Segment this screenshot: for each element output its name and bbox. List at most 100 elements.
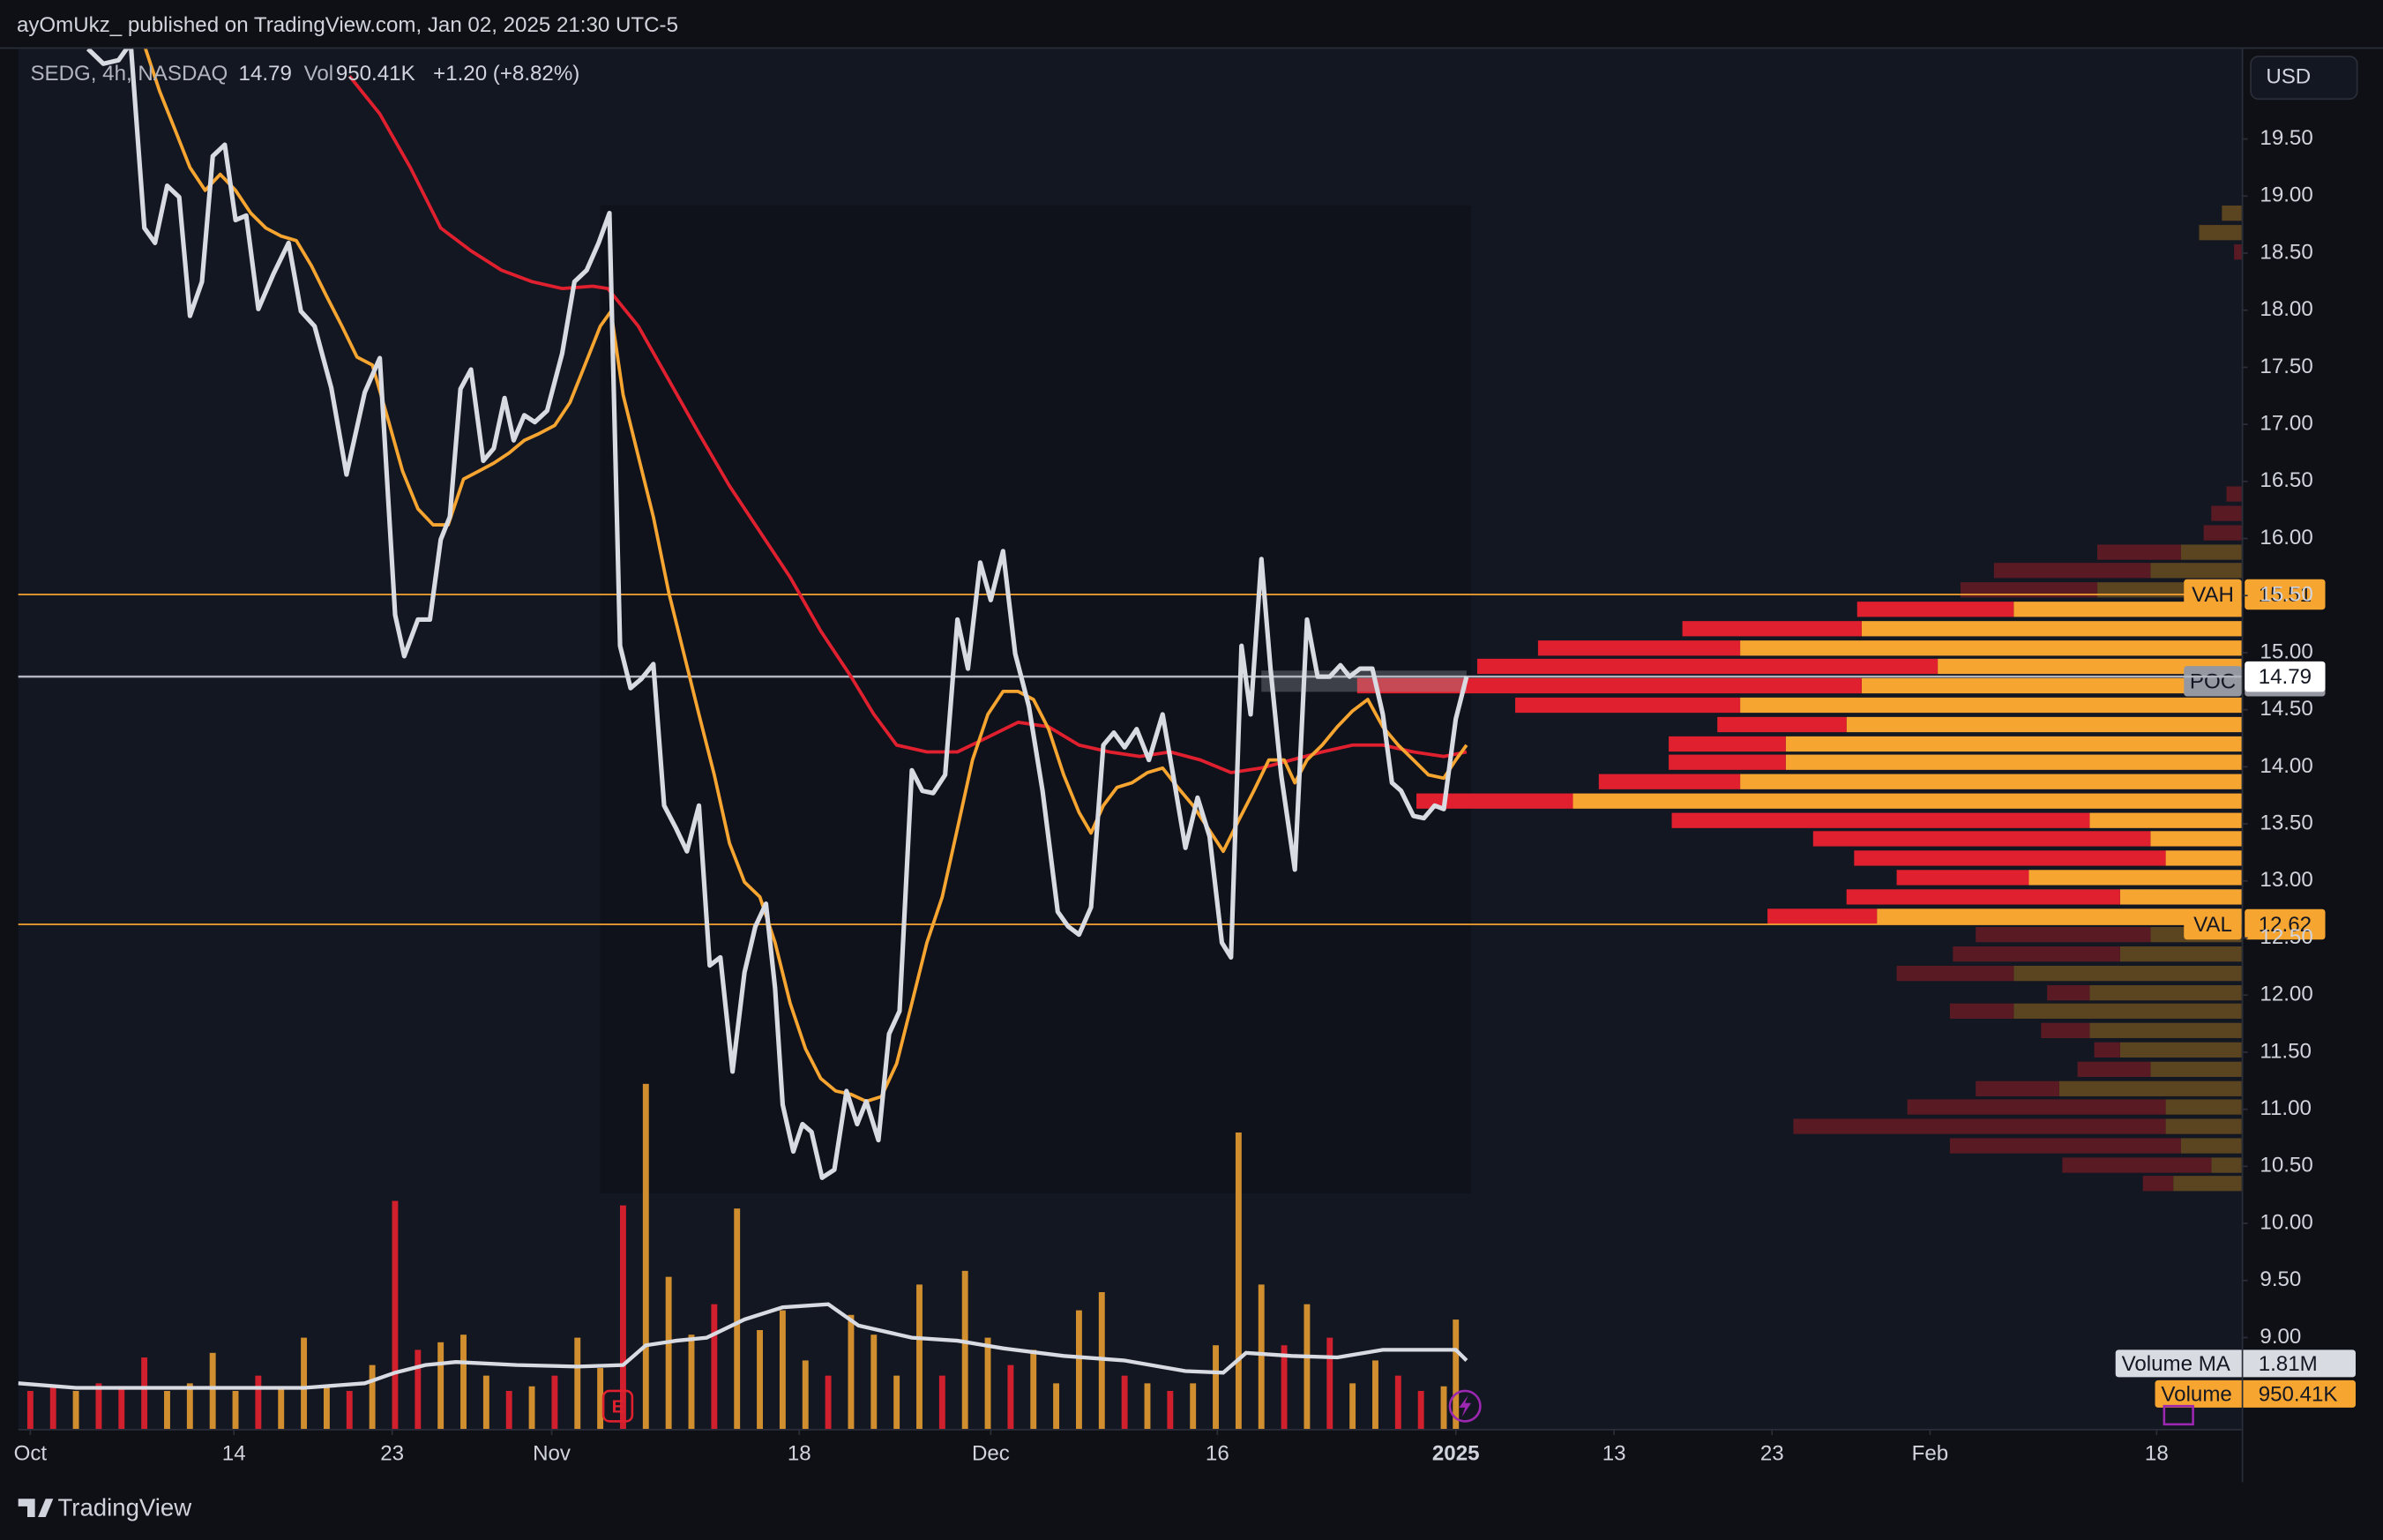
level-value: 12.62 (2259, 913, 2312, 937)
profile-up (2089, 1022, 2242, 1038)
profile-down (1671, 812, 2090, 828)
y-tick-label: 10.50 (2260, 1154, 2312, 1177)
profile-down (1993, 563, 2151, 579)
currency[interactable]: USD (2266, 64, 2311, 88)
volume-profile (1356, 206, 2242, 1192)
volume-pane (18, 1083, 1468, 1430)
profile-down (1598, 774, 1741, 789)
x-tick-label: Oct (14, 1442, 48, 1466)
volume-bar (1007, 1364, 1014, 1430)
dividend-icon (1448, 1389, 1482, 1423)
x-tick-label: 2025 (1432, 1442, 1480, 1466)
volume-bar (49, 1386, 56, 1430)
profile-down (1856, 602, 2014, 617)
profile-up (1846, 716, 2242, 733)
x-tick-label: Dec (972, 1442, 1010, 1466)
profile-down (1717, 716, 1847, 733)
y-tick-label: 16.50 (2260, 468, 2312, 492)
profile-down (1896, 870, 2029, 886)
currency-button[interactable] (2250, 56, 2358, 101)
x-tick-label: 18 (2145, 1442, 2169, 1466)
profile-down (1953, 946, 2120, 962)
volume-bar (1417, 1390, 1424, 1430)
volume-bar (72, 1390, 79, 1430)
y-tick-label: 9.50 (2260, 1267, 2301, 1291)
profile-down (2041, 1022, 2090, 1038)
y-tick-label: 14.50 (2260, 697, 2312, 721)
profile-down (1515, 697, 1741, 714)
last-price-label: 14.79 (2259, 665, 2312, 689)
level-value-badge (2245, 908, 2326, 940)
volume-bar (779, 1310, 786, 1430)
profile-down (2142, 1176, 2174, 1192)
brand-name: TradingView (57, 1494, 191, 1521)
profile-down (1767, 908, 1878, 924)
x-tick-label: 23 (1760, 1442, 1784, 1466)
legend-volume: 950.41K (336, 62, 415, 86)
volume-bar (642, 1083, 649, 1430)
profile-down (2062, 1157, 2212, 1173)
profile-down (2211, 505, 2242, 521)
profile-up (2013, 1003, 2242, 1019)
x-tick-label: 18 (788, 1442, 811, 1466)
y-tick-label: 12.00 (2260, 983, 2312, 1006)
volume-bar (1190, 1383, 1197, 1430)
profile-up (2199, 225, 2242, 241)
volume-bar (1453, 1319, 1460, 1430)
profile-down (1846, 889, 2120, 905)
volume-bar (574, 1337, 581, 1430)
volume-badge-value: 1.81M (2259, 1352, 2318, 1376)
volume-bar (848, 1314, 855, 1430)
x-tick-label: 14 (222, 1442, 246, 1466)
level-name-badge (2184, 579, 2242, 610)
volume-bar (1394, 1375, 1401, 1430)
volume-bar (870, 1334, 878, 1430)
volume-bar (1258, 1284, 1265, 1430)
volume-bar (1326, 1337, 1333, 1430)
profile-up (2089, 985, 2242, 1001)
volume-bar (1144, 1383, 1151, 1430)
volume-badge (2155, 1379, 2356, 1408)
volume-bar (255, 1375, 262, 1430)
profile-down (1669, 736, 1786, 752)
profile-up (2165, 1099, 2242, 1115)
volume-bar (1349, 1383, 1356, 1430)
volume-bar (232, 1390, 239, 1430)
profile-up (2119, 1042, 2242, 1058)
profile-up (1877, 908, 2242, 924)
profile-up (2180, 544, 2242, 560)
volume-bar (688, 1334, 695, 1430)
volume-bar (597, 1368, 604, 1430)
volume-bar (802, 1360, 809, 1430)
series-line (86, 49, 1469, 1180)
volume-bar (164, 1390, 170, 1430)
legend-change: +1.20 (+8.82%) (433, 62, 579, 86)
volume-bar (26, 1390, 34, 1430)
profile-down (1960, 582, 2098, 598)
profile-up (1861, 621, 2242, 637)
y-tick-label: 17.50 (2260, 355, 2312, 378)
volume-bar (1213, 1345, 1219, 1430)
y-tick-label: 19.50 (2260, 126, 2312, 150)
volume-bar (528, 1386, 535, 1430)
level-name: VAH (2192, 583, 2234, 607)
volume-bar (916, 1284, 923, 1430)
volume-bar (1372, 1360, 1378, 1430)
y-tick-label: 15.00 (2260, 639, 2312, 663)
y-tick-label: 10.00 (2260, 1210, 2312, 1234)
legend-symbol: SEDG, 4h, NASDAQ (30, 62, 228, 86)
volume-bar (1030, 1349, 1037, 1430)
poc-zone (1261, 670, 1467, 692)
volume-bar (1304, 1304, 1311, 1430)
volume-bar (825, 1375, 832, 1430)
volume-bar (141, 1357, 148, 1430)
volume-bar (505, 1390, 512, 1430)
volume-bar (209, 1352, 216, 1430)
profile-up (1938, 658, 2242, 675)
volume-bar (95, 1383, 102, 1430)
profile-down (2094, 1042, 2120, 1058)
volume-bar (620, 1205, 626, 1430)
profile-down (1976, 1080, 2059, 1096)
